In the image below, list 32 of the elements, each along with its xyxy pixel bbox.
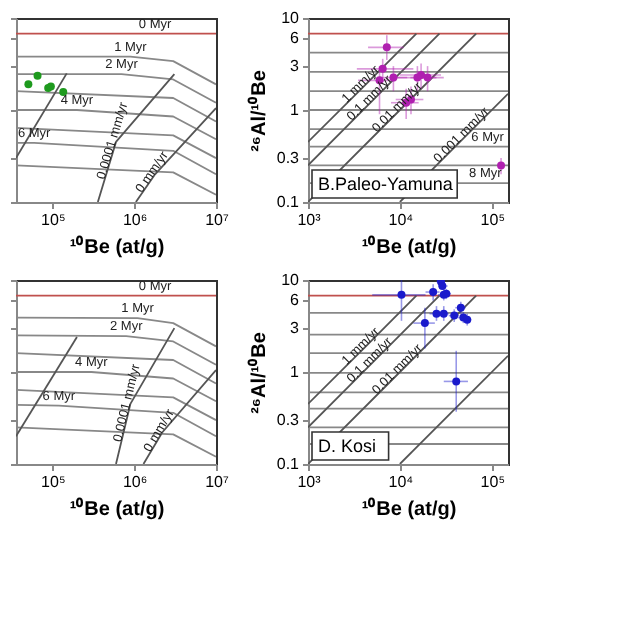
- x-tick-label: 10⁴: [388, 473, 415, 491]
- y-tick-label: 3: [290, 57, 301, 76]
- y-tick-label: 1: [290, 101, 301, 119]
- x-axis-title: ¹⁰Be (at/g): [361, 497, 457, 521]
- x-tick-label: 10⁵: [41, 473, 66, 491]
- y-tick-label: 1: [290, 363, 301, 381]
- x-axis-title: ¹⁰Be (at/g): [361, 235, 457, 259]
- y-tick-label: 3: [290, 319, 301, 338]
- x-tick-label: 10⁵: [41, 211, 66, 229]
- y-tick-label: 0.3: [276, 411, 301, 430]
- y-tick-label: 6: [290, 29, 301, 48]
- x-axis-title: ¹⁰Be (at/g): [69, 497, 165, 521]
- x-tick-label: 10⁷: [205, 473, 229, 491]
- annotation: D. Kosi: [318, 436, 377, 456]
- x-tick-label: 10⁶: [122, 211, 148, 229]
- x-tick-label: 10⁵: [480, 473, 506, 491]
- y-tick-label: 10: [281, 9, 301, 27]
- x-tick-label: 10⁴: [388, 211, 415, 229]
- x-tick-label: 10⁵: [480, 211, 506, 229]
- x-axis-title: ¹⁰Be (at/g): [69, 235, 165, 259]
- y-tick-label: 0.1: [276, 193, 301, 211]
- x-tick-label: 10³: [297, 211, 322, 229]
- y-axis-title: ²⁶Al/¹⁰Be: [246, 69, 271, 152]
- x-tick-label: 10⁷: [205, 211, 229, 229]
- x-tick-label: 10³: [297, 473, 322, 491]
- y-tick-label: 0.3: [276, 149, 301, 168]
- x-tick-label: 10⁶: [122, 473, 148, 491]
- y-tick-label: 0.1: [276, 455, 301, 473]
- y-tick-label: 10: [281, 271, 301, 289]
- annotation: B.Paleo-Yamuna: [318, 174, 453, 194]
- y-tick-label: 6: [290, 291, 301, 310]
- y-axis-title: ²⁶Al/¹⁰Be: [246, 331, 271, 414]
